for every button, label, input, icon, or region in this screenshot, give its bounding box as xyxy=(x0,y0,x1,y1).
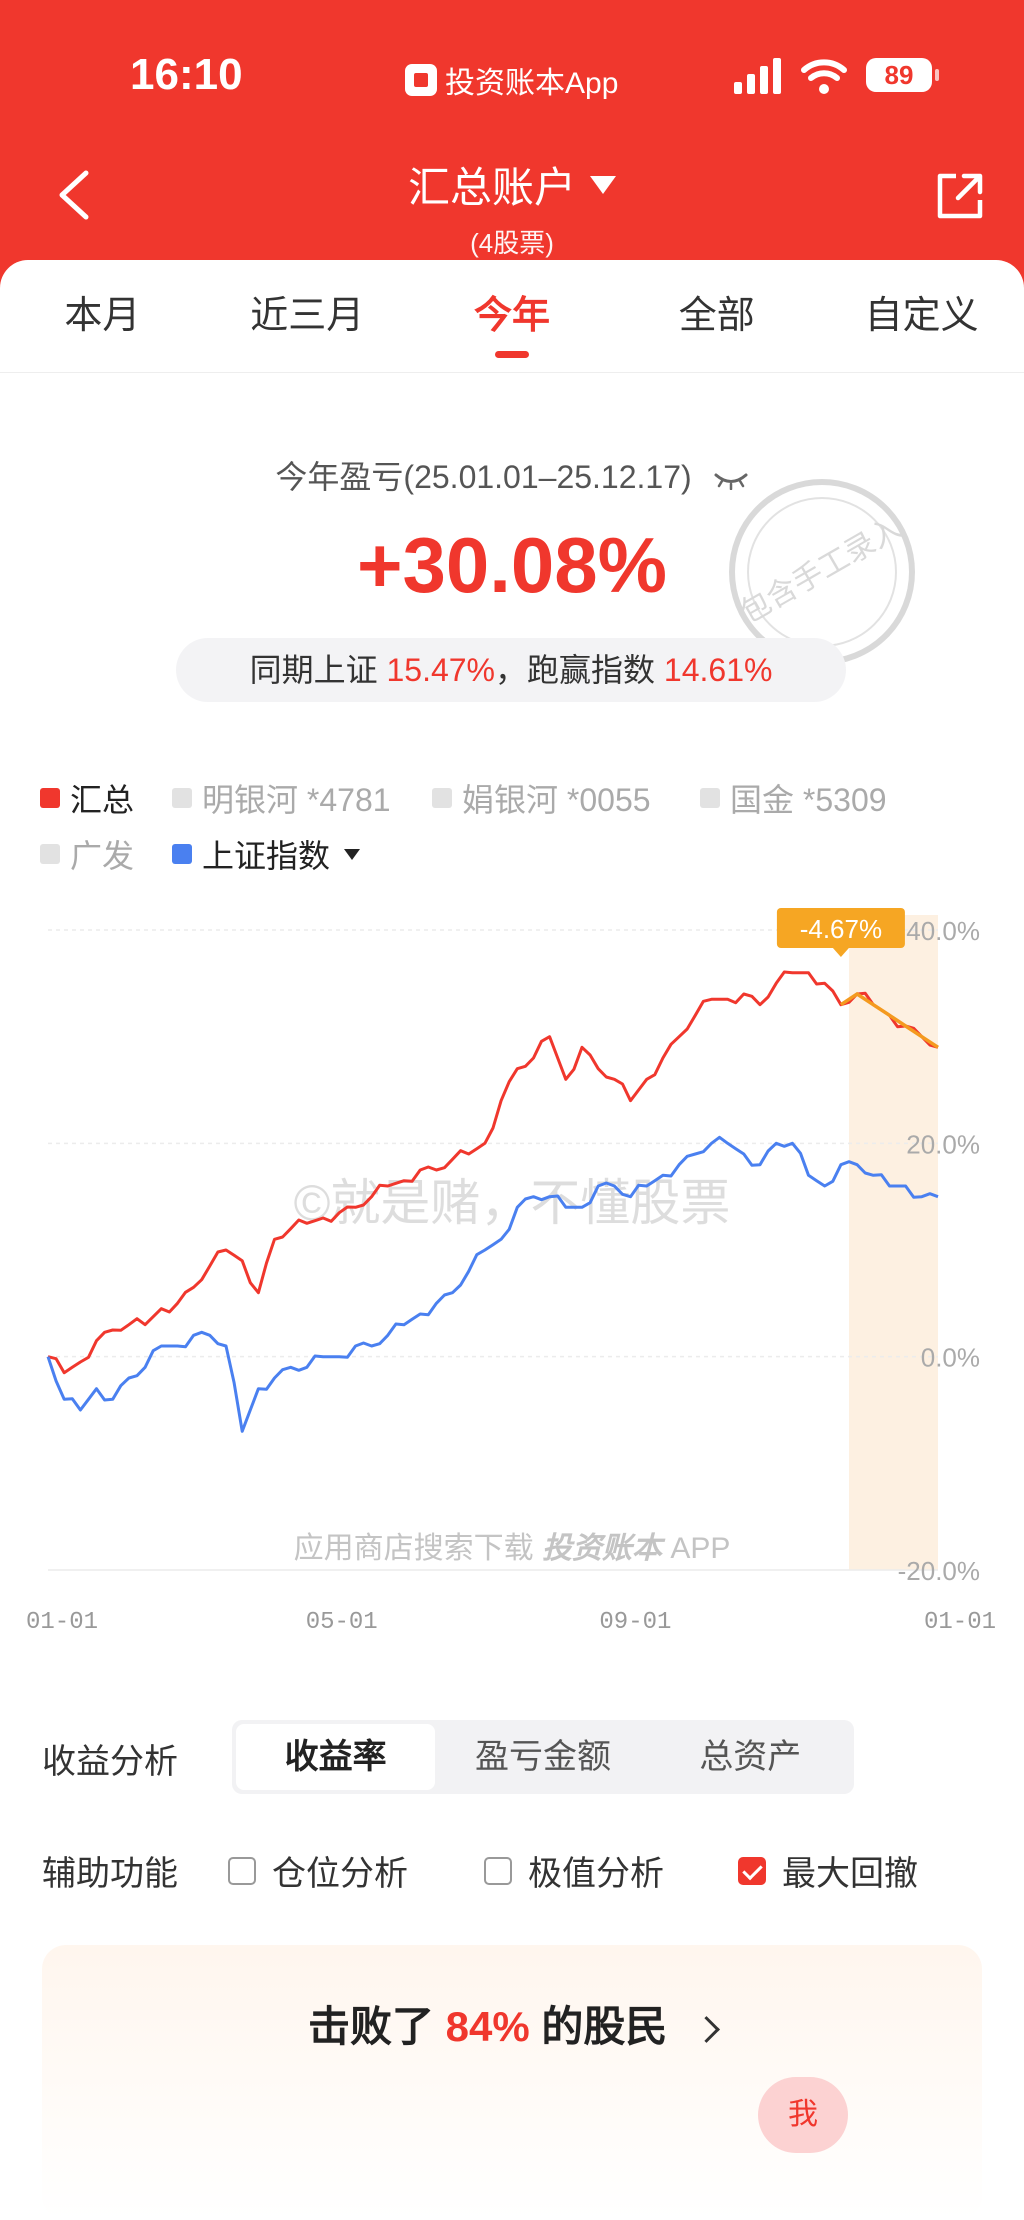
x-tick-label: 01-01 xyxy=(924,1609,996,1636)
return-percentage: +30.08% xyxy=(356,521,668,609)
y-tick-label: -20.0% xyxy=(898,1556,980,1586)
legend-item-account-0055[interactable]: 娟银河 *0055 xyxy=(432,775,651,821)
period-label: 今年盈亏(25.01.01–25.12.17) xyxy=(0,452,1024,498)
tab-three-months[interactable]: 近三月 xyxy=(250,295,365,337)
x-tick-label: 01-01 xyxy=(26,1609,98,1636)
x-tick-label: 09-01 xyxy=(599,1609,671,1636)
legend-item-account-5309[interactable]: 国金 *5309 xyxy=(700,775,887,821)
compare-diff-value: 14.61% xyxy=(663,652,773,688)
beat-investors-card[interactable]: 击败了 84% 的股民 我 xyxy=(42,1945,982,2220)
checkbox-label: 极值分析 xyxy=(528,1855,664,1893)
legend-swatch xyxy=(700,788,720,808)
legend-swatch xyxy=(172,844,192,864)
return-chart[interactable]: 40.0% 20.0% 0.0% -20.0% 01-01 05-01 09-01 01-01… xyxy=(0,900,1024,1660)
drawdown-badge-pointer xyxy=(832,948,849,957)
wifi-icon xyxy=(801,59,847,94)
drawdown-badge-label: -4.67% xyxy=(800,914,882,944)
period-text: 今年盈亏(25.01.01–25.12.17) xyxy=(275,459,692,495)
legend-swatch xyxy=(432,788,452,808)
beat-suffix: 的股民 xyxy=(541,2003,668,2050)
page-subtitle: (4股票) xyxy=(470,228,554,258)
legend-item-guangfa[interactable]: 广发 xyxy=(40,831,134,877)
legend-item-sse-index[interactable]: 上证指数 xyxy=(172,831,361,877)
analysis-option-profit-amount[interactable]: 盈亏金额 xyxy=(474,1738,611,1776)
compare-prefix: 同期上证 xyxy=(249,652,378,688)
signal-icon xyxy=(734,58,781,94)
status-time: 16:10 xyxy=(130,50,243,99)
legend-label: 广发 xyxy=(70,838,135,874)
analysis-option-return-rate[interactable]: 收益率 xyxy=(236,1724,436,1790)
y-tick-label: 40.0% xyxy=(906,916,980,946)
back-arrow-icon[interactable] xyxy=(50,165,100,225)
benchmark-compare: 同期上证 15.47%，跑赢指数 14.61% xyxy=(176,638,846,702)
status-bar: 16:10 投资账本App 89 xyxy=(0,0,1024,150)
beat-prefix: 击败了 xyxy=(307,2003,434,2050)
checkbox-box[interactable] xyxy=(484,1856,512,1885)
extreme-analysis-checkbox[interactable]: 极值分析 xyxy=(484,1846,664,1895)
chevron-down-icon xyxy=(344,848,361,860)
tab-this-year[interactable]: 今年 xyxy=(410,260,615,372)
legend-label: 明银河 *4781 xyxy=(202,782,391,818)
legend-swatch xyxy=(40,788,60,808)
checkbox-label: 最大回撤 xyxy=(782,1855,918,1893)
legend-swatch xyxy=(172,788,192,808)
y-tick-label: 20.0% xyxy=(906,1129,980,1159)
tab-all[interactable]: 全部 xyxy=(678,295,755,337)
drawdown-line xyxy=(839,991,939,1049)
analysis-option-total-assets[interactable]: 总资产 xyxy=(699,1738,802,1776)
app-icon xyxy=(405,64,437,96)
checkbox-label: 仓位分析 xyxy=(272,1855,408,1893)
series-line-sse-index xyxy=(46,1135,939,1433)
legend-item-total[interactable]: 汇总 xyxy=(40,775,134,821)
chevron-right-icon xyxy=(693,2016,720,2044)
tab-this-month[interactable]: 本月 xyxy=(64,295,141,337)
aux-label: 辅助功能 xyxy=(42,1855,178,1893)
share-icon[interactable] xyxy=(934,170,986,222)
download-footer: 应用商店搜索下载 投资账本 APP xyxy=(294,1532,731,1565)
checkbox-box[interactable] xyxy=(738,1856,766,1885)
legend-swatch xyxy=(40,844,60,864)
max-drawdown-checkbox[interactable]: 最大回撤 xyxy=(738,1846,918,1895)
analysis-segmented-control: 收益率 盈亏金额 总资产 xyxy=(232,1720,854,1794)
status-app-name: 投资账本App xyxy=(405,58,618,102)
checkbox-box[interactable] xyxy=(228,1856,256,1885)
account-selector[interactable]: 汇总账户 (4股票) xyxy=(0,150,1024,260)
drawdown-region xyxy=(849,915,938,1570)
compare-index-value: 15.47% xyxy=(386,652,495,688)
legend-label: 国金 *5309 xyxy=(730,782,887,818)
chevron-down-icon xyxy=(590,175,616,194)
eye-closed-icon[interactable] xyxy=(713,470,749,490)
app-header: 16:10 投资账本App 89 汇总账户 (4股票) xyxy=(0,0,1024,290)
tab-custom[interactable]: 自定义 xyxy=(864,295,979,337)
status-app-label: 投资账本App xyxy=(445,67,619,100)
analysis-label: 收益分析 xyxy=(42,1743,178,1781)
period-tabs: 本月 近三月 今年 全部 自定义 xyxy=(0,260,1024,373)
beat-percentage: 84% xyxy=(445,2003,530,2050)
page-title: 汇总账户 xyxy=(407,164,576,211)
me-avatar-badge[interactable]: 我 xyxy=(758,2077,848,2153)
legend-item-account-4781[interactable]: 明银河 *4781 xyxy=(172,775,391,821)
manual-entry-stamp: 包含手工录入 xyxy=(729,479,915,665)
battery-indicator: 89 xyxy=(866,58,939,92)
legend-label: 汇总 xyxy=(70,782,135,818)
y-tick-label: 0.0% xyxy=(921,1343,980,1373)
compare-mid: ，跑赢指数 xyxy=(495,652,656,688)
drawdown-badge xyxy=(776,908,905,948)
series-line-total xyxy=(47,970,939,1375)
position-analysis-checkbox[interactable]: 仓位分析 xyxy=(228,1846,408,1895)
beat-text: 击败了 84% 的股民 xyxy=(42,1993,982,2054)
legend-label: 娟银河 *0055 xyxy=(462,782,651,818)
x-tick-label: 05-01 xyxy=(306,1609,378,1636)
legend-label: 上证指数 xyxy=(202,838,331,874)
